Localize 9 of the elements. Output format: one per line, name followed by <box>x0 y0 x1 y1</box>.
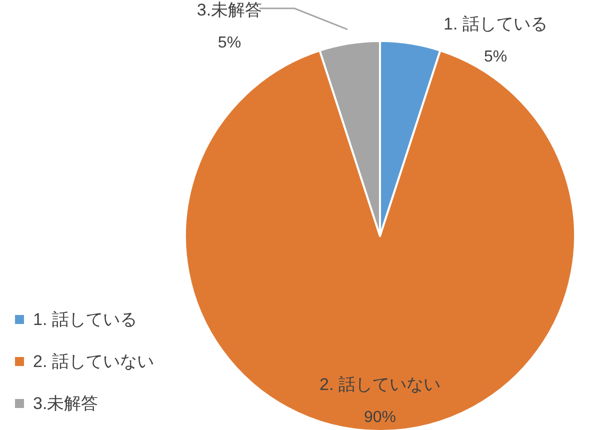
data-label: 5% <box>484 48 508 66</box>
data-label: 90% <box>364 408 396 426</box>
slice-label: 1. 話している <box>444 14 548 34</box>
legend-label: 2. 話していない <box>33 352 154 371</box>
data-label: 5% <box>218 34 242 52</box>
legend-label: 1. 話している <box>33 310 137 329</box>
slice-label: 3.未解答 <box>196 0 262 20</box>
legend-label: 3.未解答 <box>33 394 98 413</box>
slice-label: 2. 話していない <box>320 374 440 394</box>
